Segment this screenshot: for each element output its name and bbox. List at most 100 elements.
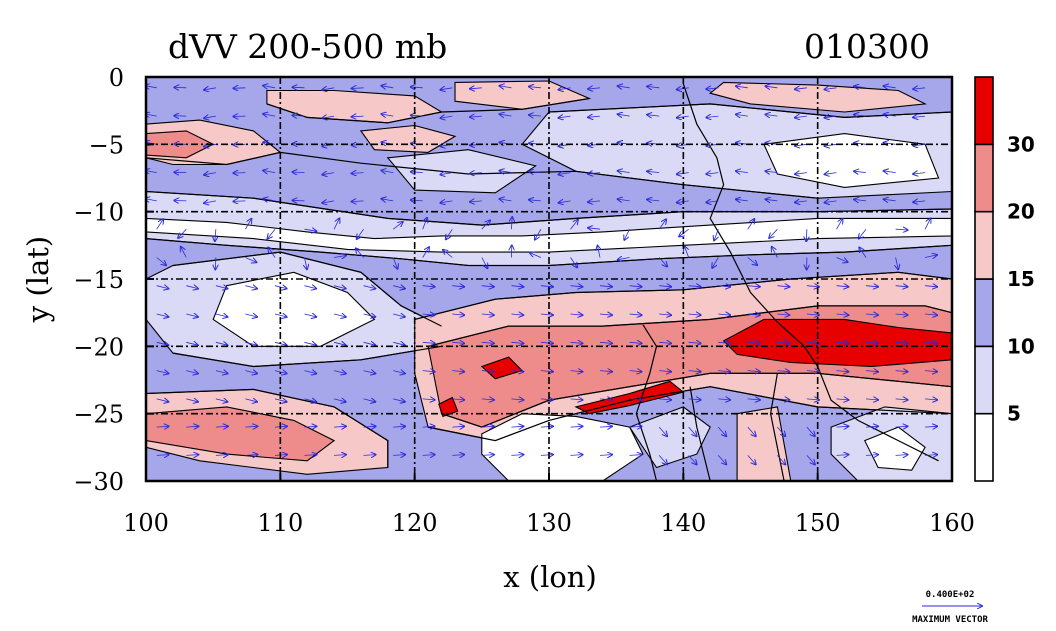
- wind-vector: [747, 286, 760, 287]
- reference-vector: 0.400E+02 MAXIMUM VECTOR: [912, 590, 988, 625]
- wind-vector: [392, 257, 397, 269]
- wind-vector: [215, 286, 228, 289]
- wind-vector: [422, 426, 435, 427]
- wind-vector: [422, 399, 435, 400]
- wind-vector: [245, 314, 257, 317]
- colorbar-band-1: [974, 345, 994, 415]
- contour-line-13: [635, 324, 658, 481]
- wind-vector: [896, 257, 899, 270]
- wind-vector: [925, 286, 937, 287]
- wind-vector: [570, 342, 583, 343]
- wind-vector: [500, 171, 512, 173]
- wind-vector: [684, 246, 690, 258]
- wind-vector: [363, 371, 376, 374]
- wind-vector: [836, 257, 848, 263]
- wind-vector: [215, 314, 228, 317]
- wind-vector: [895, 229, 908, 230]
- wind-vector: [334, 426, 346, 427]
- wind-vector: [777, 286, 789, 287]
- wind-vector: [825, 88, 837, 90]
- wind-vector: [293, 200, 305, 201]
- wind-vector: [422, 218, 427, 230]
- wind-vector: [304, 342, 317, 345]
- wind-vector: [718, 399, 730, 400]
- wind-vector: [245, 426, 257, 427]
- wind-vector: [836, 426, 849, 427]
- wind-vector: [736, 171, 748, 173]
- wind-vector: [618, 86, 630, 88]
- wind-vector: [570, 220, 578, 230]
- contour-region-2: [146, 217, 952, 253]
- wind-vector: [529, 87, 541, 88]
- wind-vector: [245, 257, 256, 263]
- x-tick-label: 160: [929, 509, 975, 537]
- gridlines: [146, 77, 952, 481]
- wind-vector: [772, 247, 778, 258]
- wind-vector: [618, 171, 630, 173]
- wind-vector: [481, 257, 488, 269]
- wind-vector: [393, 314, 405, 317]
- colorbar-tick-label: 30: [1007, 132, 1035, 156]
- wind-vector: [747, 314, 760, 315]
- colorbar-tick-label: 10: [1007, 334, 1035, 358]
- wind-vector: [925, 342, 937, 343]
- wind-vector: [511, 426, 523, 427]
- wind-vector: [363, 399, 376, 402]
- wind-vector: [334, 399, 346, 402]
- wind-vector: [588, 173, 601, 174]
- wind-vector: [865, 314, 878, 315]
- contour-line-14: [689, 386, 711, 481]
- chart-subtitle: 010300: [804, 27, 930, 66]
- wind-vector: [540, 371, 553, 372]
- y-axis-ticks: 0 −5 −10 −15 −20 −25 −30: [73, 64, 154, 496]
- wind-vector: [836, 342, 849, 343]
- wind-vector: [452, 455, 464, 456]
- wind-vector: [452, 399, 464, 400]
- wind-vector: [825, 173, 837, 175]
- wind-vector: [854, 199, 867, 201]
- wind-vector: [481, 399, 494, 400]
- wind-vector: [825, 144, 837, 146]
- wind-vector: [178, 228, 187, 238]
- wind-vector: [806, 426, 815, 436]
- wind-vector: [422, 455, 435, 456]
- wind-vector: [658, 426, 667, 436]
- wind-vector: [381, 86, 394, 88]
- wind-vector: [215, 342, 228, 345]
- wind-vector: [836, 371, 849, 372]
- wind-vector: [263, 142, 276, 144]
- x-tick-label: 130: [526, 509, 572, 537]
- contour-line-6: [146, 388, 389, 468]
- x-tick-label: 100: [123, 509, 169, 537]
- wind-vector: [322, 173, 335, 175]
- wind-vector: [688, 314, 701, 315]
- wind-vector: [452, 342, 464, 343]
- wind-vector: [806, 286, 819, 287]
- wind-vector: [540, 314, 553, 315]
- wind-vector: [688, 426, 697, 436]
- wind-vector: [393, 426, 405, 427]
- wind-vector: [825, 116, 837, 118]
- wind-vector: [393, 371, 405, 374]
- wind-vector: [706, 173, 719, 175]
- wind-vector: [647, 86, 660, 87]
- wind-vector: [806, 371, 819, 372]
- wind-vector: [570, 286, 583, 287]
- wind-vector: [570, 399, 583, 400]
- wind-vector: [529, 172, 541, 173]
- wind-vector: [304, 229, 317, 231]
- wind-vector: [411, 115, 423, 116]
- wind-vector: [511, 399, 523, 400]
- y-tick-label: −30: [73, 468, 124, 496]
- wind-vector: [452, 426, 464, 427]
- wind-vector: [500, 86, 512, 88]
- wind-vector: [599, 314, 612, 315]
- wind-vector: [806, 399, 819, 400]
- contour-region-26: [386, 149, 537, 194]
- wind-vector: [363, 286, 376, 289]
- wind-vector: [806, 314, 819, 315]
- wind-vector: [334, 371, 346, 374]
- wind-vector: [411, 200, 423, 201]
- wind-vector: [356, 248, 364, 258]
- y-tick-label: −15: [73, 266, 124, 294]
